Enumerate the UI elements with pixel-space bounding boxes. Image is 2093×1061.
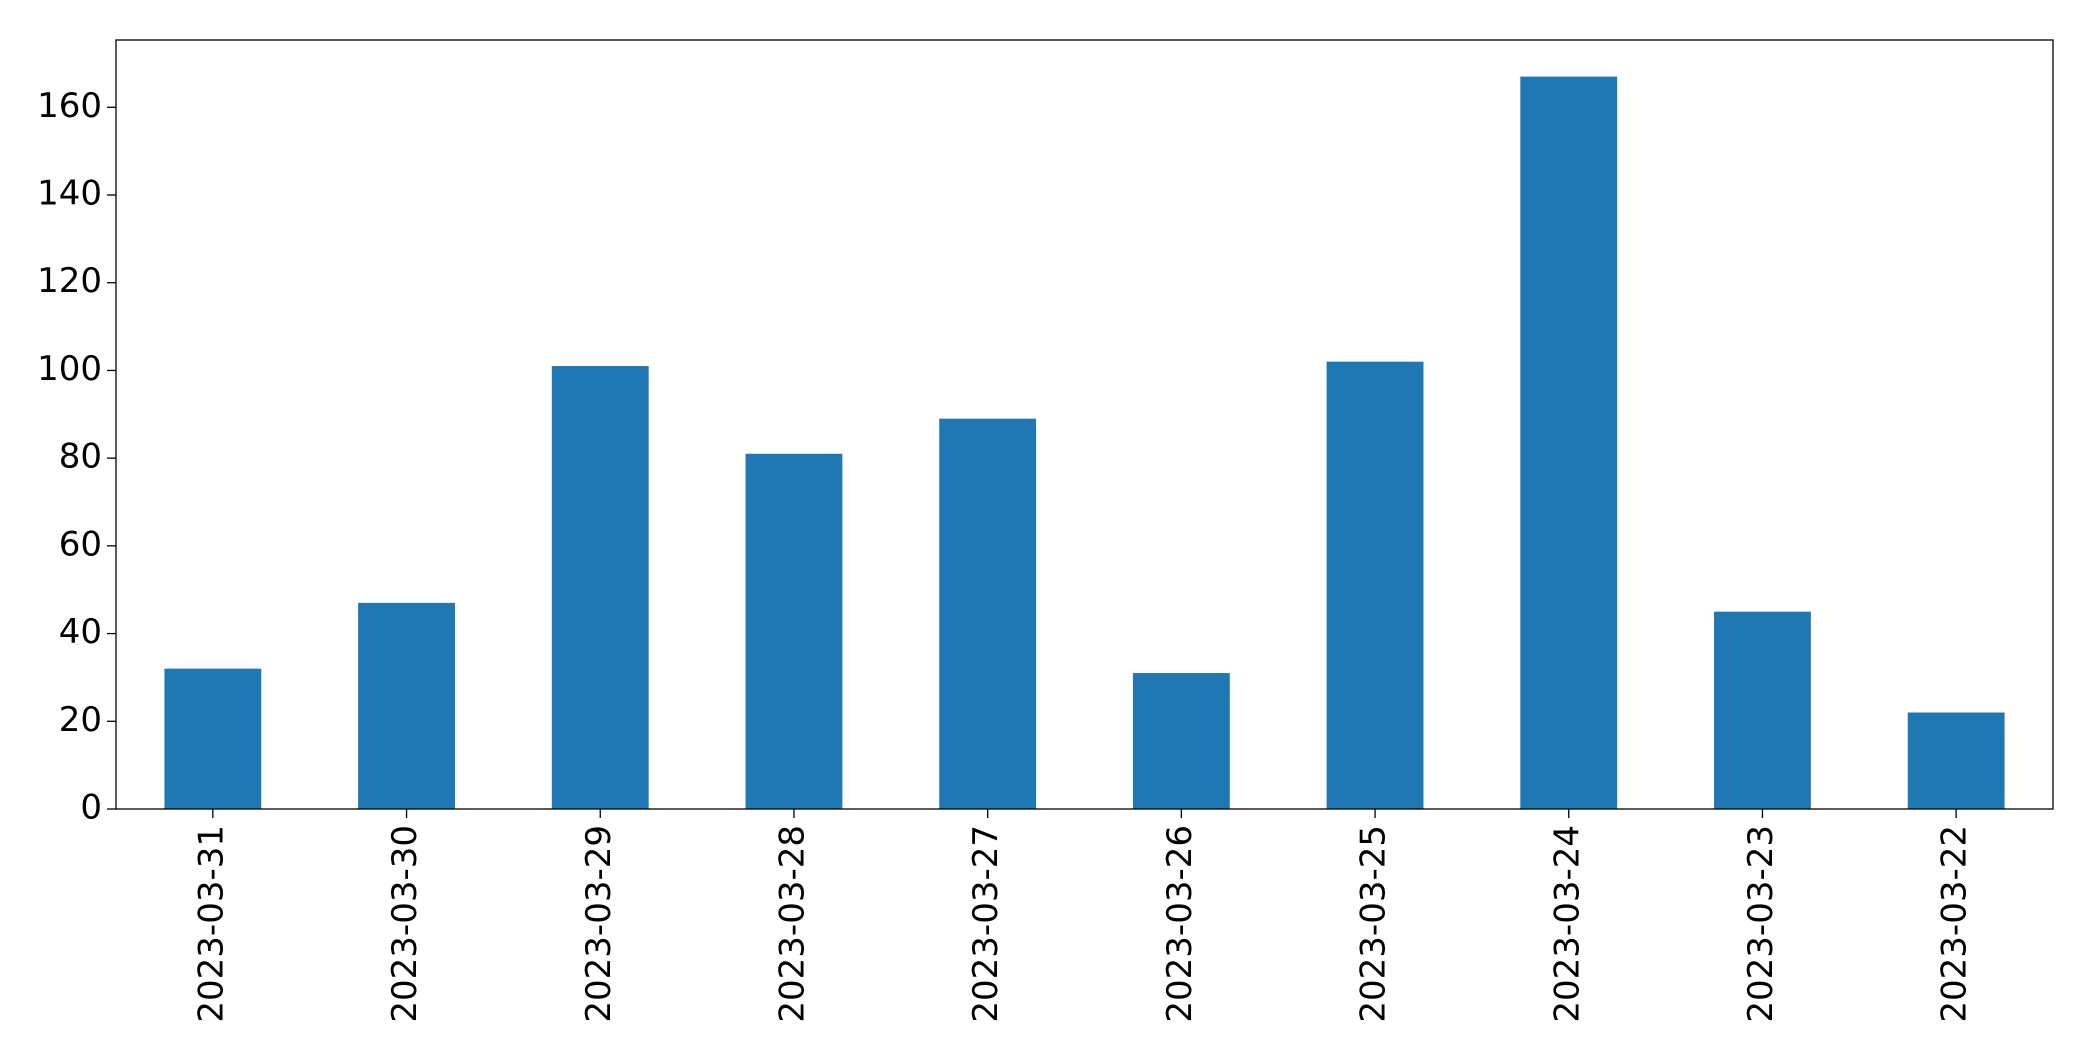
x-tick-label: 2023-03-25 [1354, 825, 1394, 1023]
x-tick-label: 2023-03-27 [966, 825, 1006, 1023]
x-tick-label: 2023-03-29 [579, 825, 619, 1023]
y-tick-label: 60 [59, 524, 102, 564]
x-tick-label: 2023-03-22 [1935, 825, 1975, 1023]
y-tick-label: 40 [59, 612, 102, 652]
x-tick-label: 2023-03-24 [1547, 825, 1587, 1023]
bar [1907, 712, 2005, 809]
bar [358, 602, 455, 809]
bar [1132, 673, 1230, 809]
y-tick-label: 0 [80, 788, 102, 828]
bar [1714, 611, 1811, 809]
bar [164, 668, 262, 809]
y-tick-label: 160 [37, 86, 102, 126]
bar [939, 418, 1037, 809]
y-tick-label: 100 [37, 349, 102, 389]
y-tick-label: 80 [59, 437, 102, 477]
bar [551, 366, 649, 809]
x-tick-label: 2023-03-23 [1741, 825, 1781, 1023]
x-tick-label: 2023-03-31 [191, 825, 231, 1023]
bar [1326, 361, 1424, 809]
y-tick-label: 20 [59, 700, 102, 740]
x-tick-label: 2023-03-28 [772, 825, 812, 1023]
x-tick-label: 2023-03-30 [385, 825, 425, 1023]
plot-frame [115, 39, 2054, 810]
bar [1520, 76, 1618, 810]
bar [745, 453, 843, 809]
y-tick-label: 120 [37, 261, 102, 301]
y-tick-label: 140 [37, 174, 102, 214]
x-tick-label: 2023-03-26 [1160, 825, 1200, 1023]
